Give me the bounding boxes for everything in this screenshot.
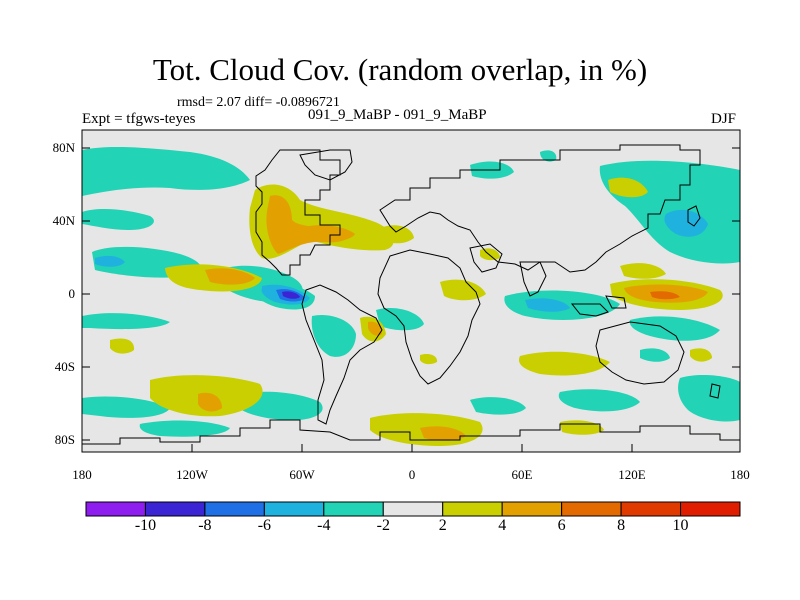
cyan-patch (139, 420, 230, 437)
colorbar-label: -10 (134, 517, 157, 534)
stats-label: rmsd= 2.07 diff= -0.0896721 (177, 95, 340, 110)
positive-patch (368, 321, 382, 336)
season-label: DJF (711, 111, 737, 127)
coast-japan (687, 205, 701, 227)
colorbar-label: -6 (257, 517, 272, 534)
colorbar-label: 8 (617, 517, 626, 534)
cyan-patch (376, 307, 424, 331)
positive-patch (608, 177, 648, 198)
colorbar-label: 4 (498, 517, 507, 534)
colorbar-label: -4 (317, 517, 331, 534)
contour-field (82, 130, 740, 452)
lon-label-0: 0 (408, 467, 416, 482)
lat-label-40s: 40S (54, 359, 75, 374)
colorbar-label: 10 (672, 517, 689, 534)
lon-label-120w: 120W (176, 467, 208, 482)
axis-ticks (81, 147, 741, 452)
cyan-patch (678, 375, 740, 422)
coast-greenland (299, 149, 353, 181)
positive-patch (380, 225, 414, 244)
coast-india (519, 261, 547, 297)
lon-label-180-right: 180 (730, 467, 750, 482)
positive-patch (518, 351, 610, 376)
cyan-patch (540, 150, 557, 162)
map-frame (81, 129, 741, 453)
positive-patch (420, 426, 466, 441)
coast-maritime (570, 295, 627, 317)
colorbar-swatch (263, 501, 325, 517)
comparison-label: 091_9_MaBP - 091_9_MaBP (308, 107, 487, 123)
cyan-patch (311, 314, 356, 357)
lon-label-60e: 60E (511, 467, 533, 482)
cyan-patch (525, 298, 570, 312)
cyan-patch (664, 209, 708, 237)
positive-patch (205, 268, 255, 285)
coast-eurasia (379, 144, 701, 273)
experiment-label: Expt = tfgws-teyes (82, 111, 196, 127)
colorbar-label: -8 (198, 517, 212, 534)
lon-label-180-left: 180 (72, 467, 92, 482)
colorbar-swatch (620, 501, 682, 517)
coast-new-zealand (709, 383, 721, 399)
lon-label-60w: 60W (289, 467, 315, 482)
coast-arabia (469, 243, 503, 273)
coast-antarctica (82, 419, 740, 445)
positive-patch (198, 392, 222, 412)
colorbar-swatch (323, 501, 384, 517)
map-title: Tot. Cloud Cov. (random overlap, in %) (152, 52, 648, 87)
colorbar-swatch (442, 501, 503, 517)
positive-patch (420, 353, 438, 365)
coast-australia (595, 321, 685, 385)
cyan-patch (82, 313, 170, 330)
positive-patch (690, 348, 712, 362)
lat-label-80n: 80N (52, 140, 75, 155)
coast-south-america (301, 284, 383, 425)
lon-label-120e: 120E (618, 467, 646, 482)
positive-patch (440, 279, 486, 301)
positive-patch (650, 291, 680, 300)
cyan-patch (95, 255, 125, 267)
cyan-patch (640, 348, 670, 362)
coast-north-america (255, 149, 341, 276)
lat-label-40n: 40N (52, 213, 75, 228)
colorbar-swatch (144, 501, 206, 517)
cyan-patch (82, 146, 250, 196)
colorbar-label: -2 (376, 517, 390, 534)
positive-patch (300, 225, 355, 242)
cyan-patch (282, 291, 300, 299)
positive-patch (110, 338, 135, 354)
cyan-patch (629, 316, 720, 341)
coastlines (82, 144, 740, 445)
lat-label-80s: 80S (54, 432, 75, 447)
colorbar-swatch (85, 501, 146, 517)
cyan-patch (470, 397, 526, 415)
colorbar (85, 501, 741, 517)
colorbar-swatch (501, 501, 563, 517)
lat-label-0: 0 (68, 286, 76, 301)
colorbar-label: 2 (438, 517, 447, 534)
colorbar-swatch (561, 501, 622, 517)
positive-patch (620, 263, 666, 279)
colorbar-swatch (680, 501, 741, 517)
colorbar-swatch (204, 501, 265, 517)
colorbar-label: 6 (557, 517, 566, 534)
cyan-patch (82, 396, 170, 418)
colorbar-swatch (382, 501, 444, 517)
cyan-patch (558, 389, 640, 412)
positive-anomalies (110, 177, 723, 446)
cyan-patch (82, 209, 154, 230)
coast-africa (377, 249, 481, 385)
